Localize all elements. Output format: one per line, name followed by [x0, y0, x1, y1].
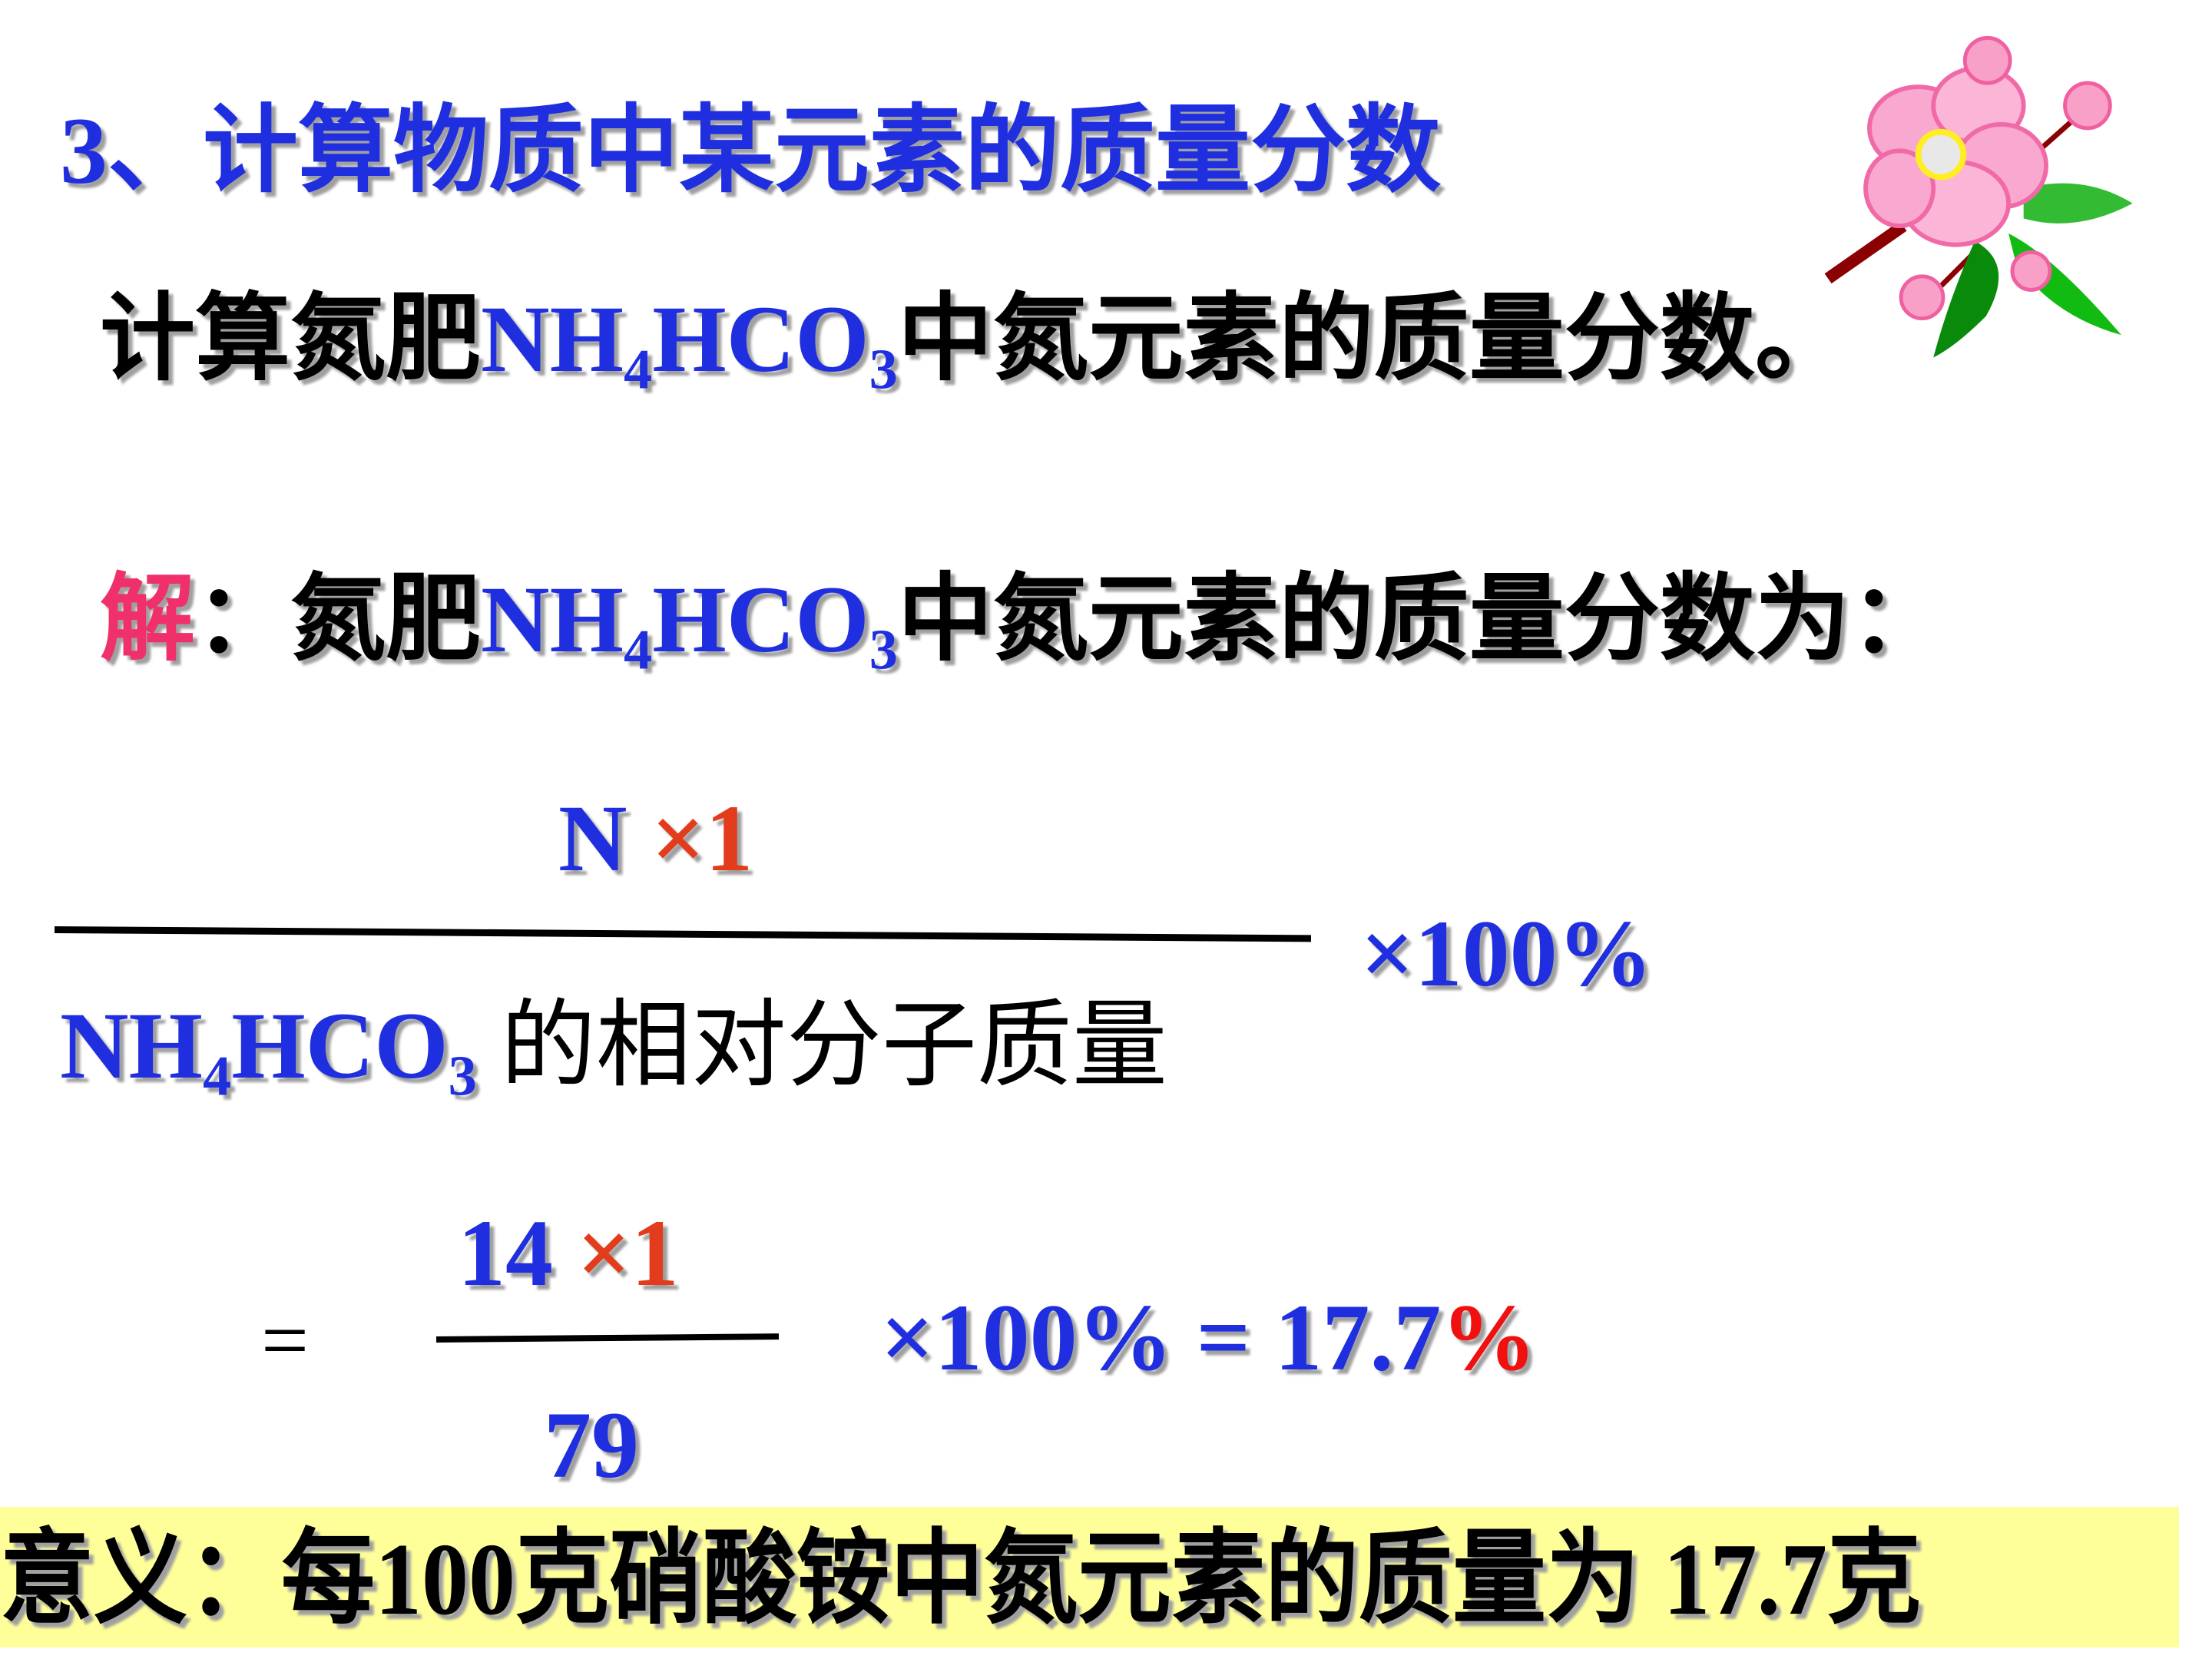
nitrogen-symbol: N: [558, 786, 628, 891]
result-equals: =: [1196, 1285, 1251, 1390]
general-multiplier: ×100%: [1360, 901, 1653, 1006]
solution-prefix: 氮肥: [290, 567, 482, 672]
fraction-line: [54, 926, 1311, 942]
formula-part: HCO: [652, 567, 869, 672]
atom-count: ×1: [577, 1200, 679, 1306]
calc-fraction-line: [435, 1333, 780, 1343]
formula-part: NH: [60, 993, 203, 1098]
subscript: 4: [624, 618, 653, 682]
atom-count: ×1: [651, 786, 753, 891]
calc-denominator: 79: [544, 1392, 639, 1498]
multiplier: ×100%: [880, 1285, 1173, 1390]
colon: ：: [195, 567, 291, 672]
denominator-formula: NH4HCO3: [60, 993, 477, 1105]
meaning-text: 意义：每100克硝酸铵中氮元素的质量为 17.7克: [0, 1522, 1921, 1637]
flower-icon: [1824, 35, 2133, 358]
question-prefix: 计算氮肥: [100, 286, 482, 392]
subscript: 4: [203, 1045, 232, 1108]
subscript: 3: [869, 618, 898, 682]
meaning-band: [0, 1507, 2179, 1647]
formula-part: HCO: [652, 286, 869, 392]
calc-result: ×100% = 17.7%: [880, 1290, 1536, 1386]
result-number: 17.7: [1274, 1285, 1442, 1390]
numerator-value: 14: [458, 1200, 553, 1306]
question-suffix: 中氮元素的质量分数。: [897, 286, 1850, 392]
question-formula: NH4HCO3: [481, 286, 898, 399]
subscript: 3: [869, 338, 898, 402]
formula-part: NH: [481, 567, 624, 672]
solution-intro: 解：氮肥NH4HCO3中氮元素的质量分数为：: [100, 572, 1945, 679]
subscript: 3: [448, 1045, 477, 1108]
formula-part: NH: [481, 286, 624, 392]
general-numerator: N ×1: [558, 791, 753, 886]
buds: [1899, 35, 2112, 321]
question-text: 计算氮肥NH4HCO3中氮元素的质量分数。: [100, 292, 1850, 399]
solution-formula: NH4HCO3: [481, 567, 898, 679]
solution-label: 解: [100, 567, 196, 672]
equals-sign: =: [261, 1293, 310, 1387]
page-title: 3、计算物质中某元素的质量分数: [60, 98, 1442, 204]
solution-suffix: 中氮元素的质量分数为：: [897, 567, 1945, 672]
calc-numerator: 14 ×1: [458, 1206, 679, 1301]
result-percent: %: [1441, 1285, 1537, 1390]
subscript: 4: [624, 338, 653, 402]
general-denominator: NH4HCO3 的相对分子质量: [60, 998, 1167, 1105]
denominator-text: 的相对分子质量: [500, 993, 1167, 1098]
formula-part: HCO: [231, 993, 449, 1098]
blossom: [1863, 65, 2048, 247]
